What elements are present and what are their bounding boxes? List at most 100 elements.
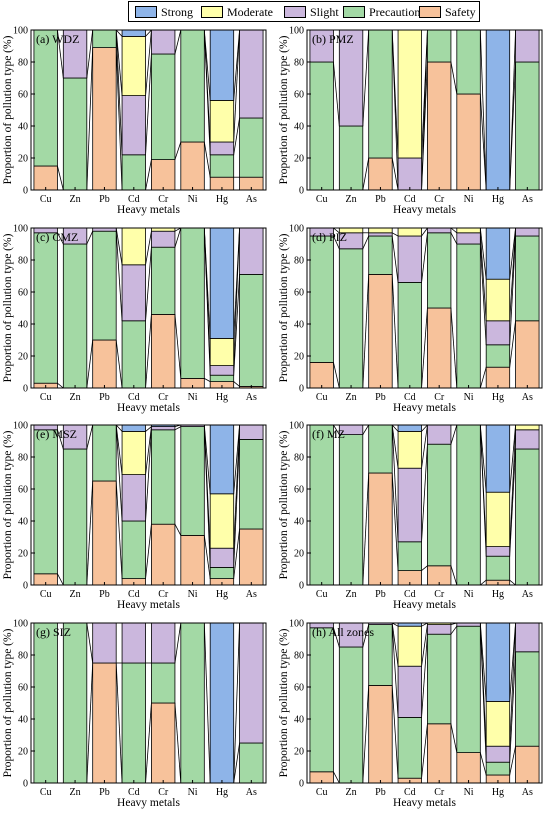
panel-b-pmz-frame (306, 29, 543, 191)
panel-b-pmz-bar-hg-strong (485, 29, 511, 191)
panel-f-mz-ytick-label-0: 0 (299, 581, 304, 592)
panel-b-pmz-bar-pb-safety (368, 157, 393, 191)
panel-d-piz-ytick-label-100: 100 (289, 224, 304, 235)
panel-h-all-zones-xtick-label-ni: Ni (464, 787, 474, 798)
panel-f-mz-connector-1-2 (362, 424, 370, 435)
panel-h-all-zones-bar-ni-precaution (456, 625, 481, 754)
panel-d-piz-bar-pb-safety (368, 273, 393, 389)
panel-h-all-zones-connector-3-2 (421, 634, 428, 718)
panel-c-cmz-xtick-label-cd: Cd (128, 392, 140, 403)
panel-f-mz-xtick-label-zn: Zn (346, 589, 357, 600)
panel-f-mz-connector-2-2 (391, 424, 399, 542)
panel-c-cmz-xtick-label-cu: Cu (40, 392, 52, 403)
panel-e-msz-bar-cd-moderate (121, 430, 146, 475)
panel-a-wdz-xtick-label-hg: Hg (216, 194, 228, 205)
panel-h-all-zones-bar-cd-precaution (397, 717, 422, 779)
panel-g-siz-connector-3-1 (145, 702, 152, 784)
panel-h-all-zones-bar-zn-precaution (338, 646, 364, 784)
legend-swatch-strong (135, 6, 157, 18)
panel-f-mz-xtick-label-cr: Cr (434, 589, 445, 600)
panel-h-all-zones-ytick-label-100: 100 (289, 619, 304, 630)
panel-a-wdz-connector-6-3 (233, 29, 240, 143)
panel-g-siz-x-axis-label: Heavy metals (117, 797, 180, 809)
panel-g-siz-bar-as-slight (239, 622, 264, 744)
panel-b-pmz-ytick-label-60: 60 (294, 90, 304, 101)
panel-e-msz-ytick-label-60: 60 (18, 485, 28, 496)
panel-a-wdz-xtick-label-ni: Ni (188, 194, 198, 205)
panel-d-piz-connector-6-3 (509, 227, 516, 321)
panel-a-wdz-connector-2-3 (115, 29, 123, 96)
panel-h-all-zones-bar-cd-moderate (397, 625, 422, 667)
chart-legend: Strong Moderate Slight Precaution Safety (128, 1, 480, 22)
panel-d-piz-bar-ni-slight (456, 232, 481, 245)
panel-c-cmz-frame (30, 227, 267, 389)
panel-f-mz-bar-hg-moderate (485, 491, 511, 548)
panel-a-wdz-bar-hg-slight (209, 141, 235, 156)
panel-b-pmz-bar-cr-safety (427, 61, 452, 191)
panel-c-cmz-connector-6-2 (233, 274, 240, 376)
panel-c-cmz-bar-hg-slight (209, 365, 235, 376)
panel-b-pmz-connector-3-3 (421, 29, 428, 159)
panel-g-siz-connector-6-2 (233, 622, 240, 784)
panel-e-msz-ytick-label-100: 100 (13, 421, 28, 432)
panel-f-mz-title: (f) MZ (312, 427, 345, 441)
panel-d-piz-bar-cd-moderate (397, 227, 422, 237)
panel-b-pmz-connector-2-3 (391, 29, 399, 159)
panel-h-all-zones-bar-cu-precaution (309, 627, 334, 773)
panel-c-cmz-bar-ni-precaution (180, 227, 205, 379)
panel-c-cmz-xtick-label-cr: Cr (158, 392, 169, 403)
panel-a-wdz-connector-2-4 (115, 29, 123, 37)
legend-label-slight: Slight (310, 4, 339, 19)
panel-c-cmz-connector-1-2 (86, 231, 94, 245)
panel-e-msz-xtick-label-cr: Cr (158, 589, 169, 600)
panel-f-mz-ytick-label-80: 80 (294, 453, 304, 464)
panel-f-mz-bar-hg-precaution (485, 555, 511, 581)
panel-g-siz-xtick-label-cd: Cd (128, 787, 140, 798)
panel-d-piz-bar-as-safety (515, 320, 540, 389)
panel-h-all-zones-connector-0-1 (333, 771, 340, 784)
panel-f-mz: 0 20 40 60 80 100 Cu Zn Pb Cd Cr Ni Hg As Heavy metals… (278, 421, 543, 611)
panel-a-wdz-connector-3-4 (145, 29, 152, 37)
panel-a-wdz-x-axis-label: Heavy metals (117, 204, 180, 216)
panel-c-cmz-bar-cu-precaution (33, 232, 58, 384)
panel-f-mz-connector-6-1 (509, 579, 516, 586)
panel-f-mz-connector-3-1 (421, 565, 428, 571)
panel-d-piz-ytick-label-20: 20 (294, 352, 304, 363)
panel-d-piz-bar-cr-precaution (427, 232, 452, 309)
panel-c-cmz-bar-hg-strong (209, 227, 235, 339)
panel-a-wdz-xtick-label-pb: Pb (99, 194, 110, 205)
panel-e-msz-connector-5-4 (203, 424, 211, 494)
panel-b-pmz-bar-cr-precaution (427, 29, 452, 63)
panel-e-msz-bar-cu-precaution (33, 429, 58, 575)
panel-a-wdz-xtick-label-cr: Cr (158, 194, 169, 205)
panel-a-wdz-bar-cd-strong (121, 29, 146, 37)
panel-f-mz-connector-2-3 (391, 424, 399, 469)
panel-b-pmz-xtick-label-hg: Hg (492, 194, 504, 205)
panel-e-msz-connector-1-2 (86, 424, 94, 450)
panel-f-mz-connector-3-4 (421, 424, 428, 432)
panel-d-piz-frame (306, 227, 543, 389)
panel-a-wdz: 0 20 40 60 80 100 Cu Zn Pb Cd Cr Ni Hg As Heavy metals… (2, 26, 267, 216)
panel-d-piz-bar-hg-safety (485, 366, 511, 389)
panel-e-msz-connector-2-1 (115, 480, 123, 579)
panel-a-wdz-connector-4-1 (174, 141, 182, 160)
panel-f-mz-connector-4-1 (450, 565, 458, 586)
panel-h-all-zones-ytick-label-40: 40 (294, 715, 304, 726)
panel-g-siz-xtick-label-cu: Cu (40, 787, 52, 798)
panel-e-msz-bar-cd-slight (121, 474, 146, 522)
panel-f-mz-bar-cr-precaution (427, 443, 452, 567)
panel-e-msz-bar-cr-safety (151, 523, 176, 586)
panel-h-all-zones-connector-6-2 (509, 651, 516, 763)
legend-label-precaution: Precaution (369, 4, 421, 19)
panel-h-all-zones: 0 20 40 60 80 100 Cu Zn Pb Cd Cr Ni Hg As Heavy metals… (278, 619, 543, 809)
panel-e-msz-bar-as-slight (239, 424, 264, 440)
panel-g-siz-bar-cd-slight (121, 622, 146, 664)
panel-b-pmz-connector-5-2 (479, 29, 487, 191)
panel-b-pmz-connector-1-2 (362, 29, 370, 127)
panel-g-siz-ytick-label-80: 80 (18, 651, 28, 662)
panel-f-mz-xtick-label-hg: Hg (492, 589, 504, 600)
panel-b-pmz-bar-cu-precaution (309, 61, 334, 191)
panel-h-all-zones-bar-cr-safety (427, 723, 452, 784)
panel-h-all-zones-connector-2-2 (391, 624, 399, 718)
panel-c-cmz-ytick-label-80: 80 (18, 256, 28, 267)
